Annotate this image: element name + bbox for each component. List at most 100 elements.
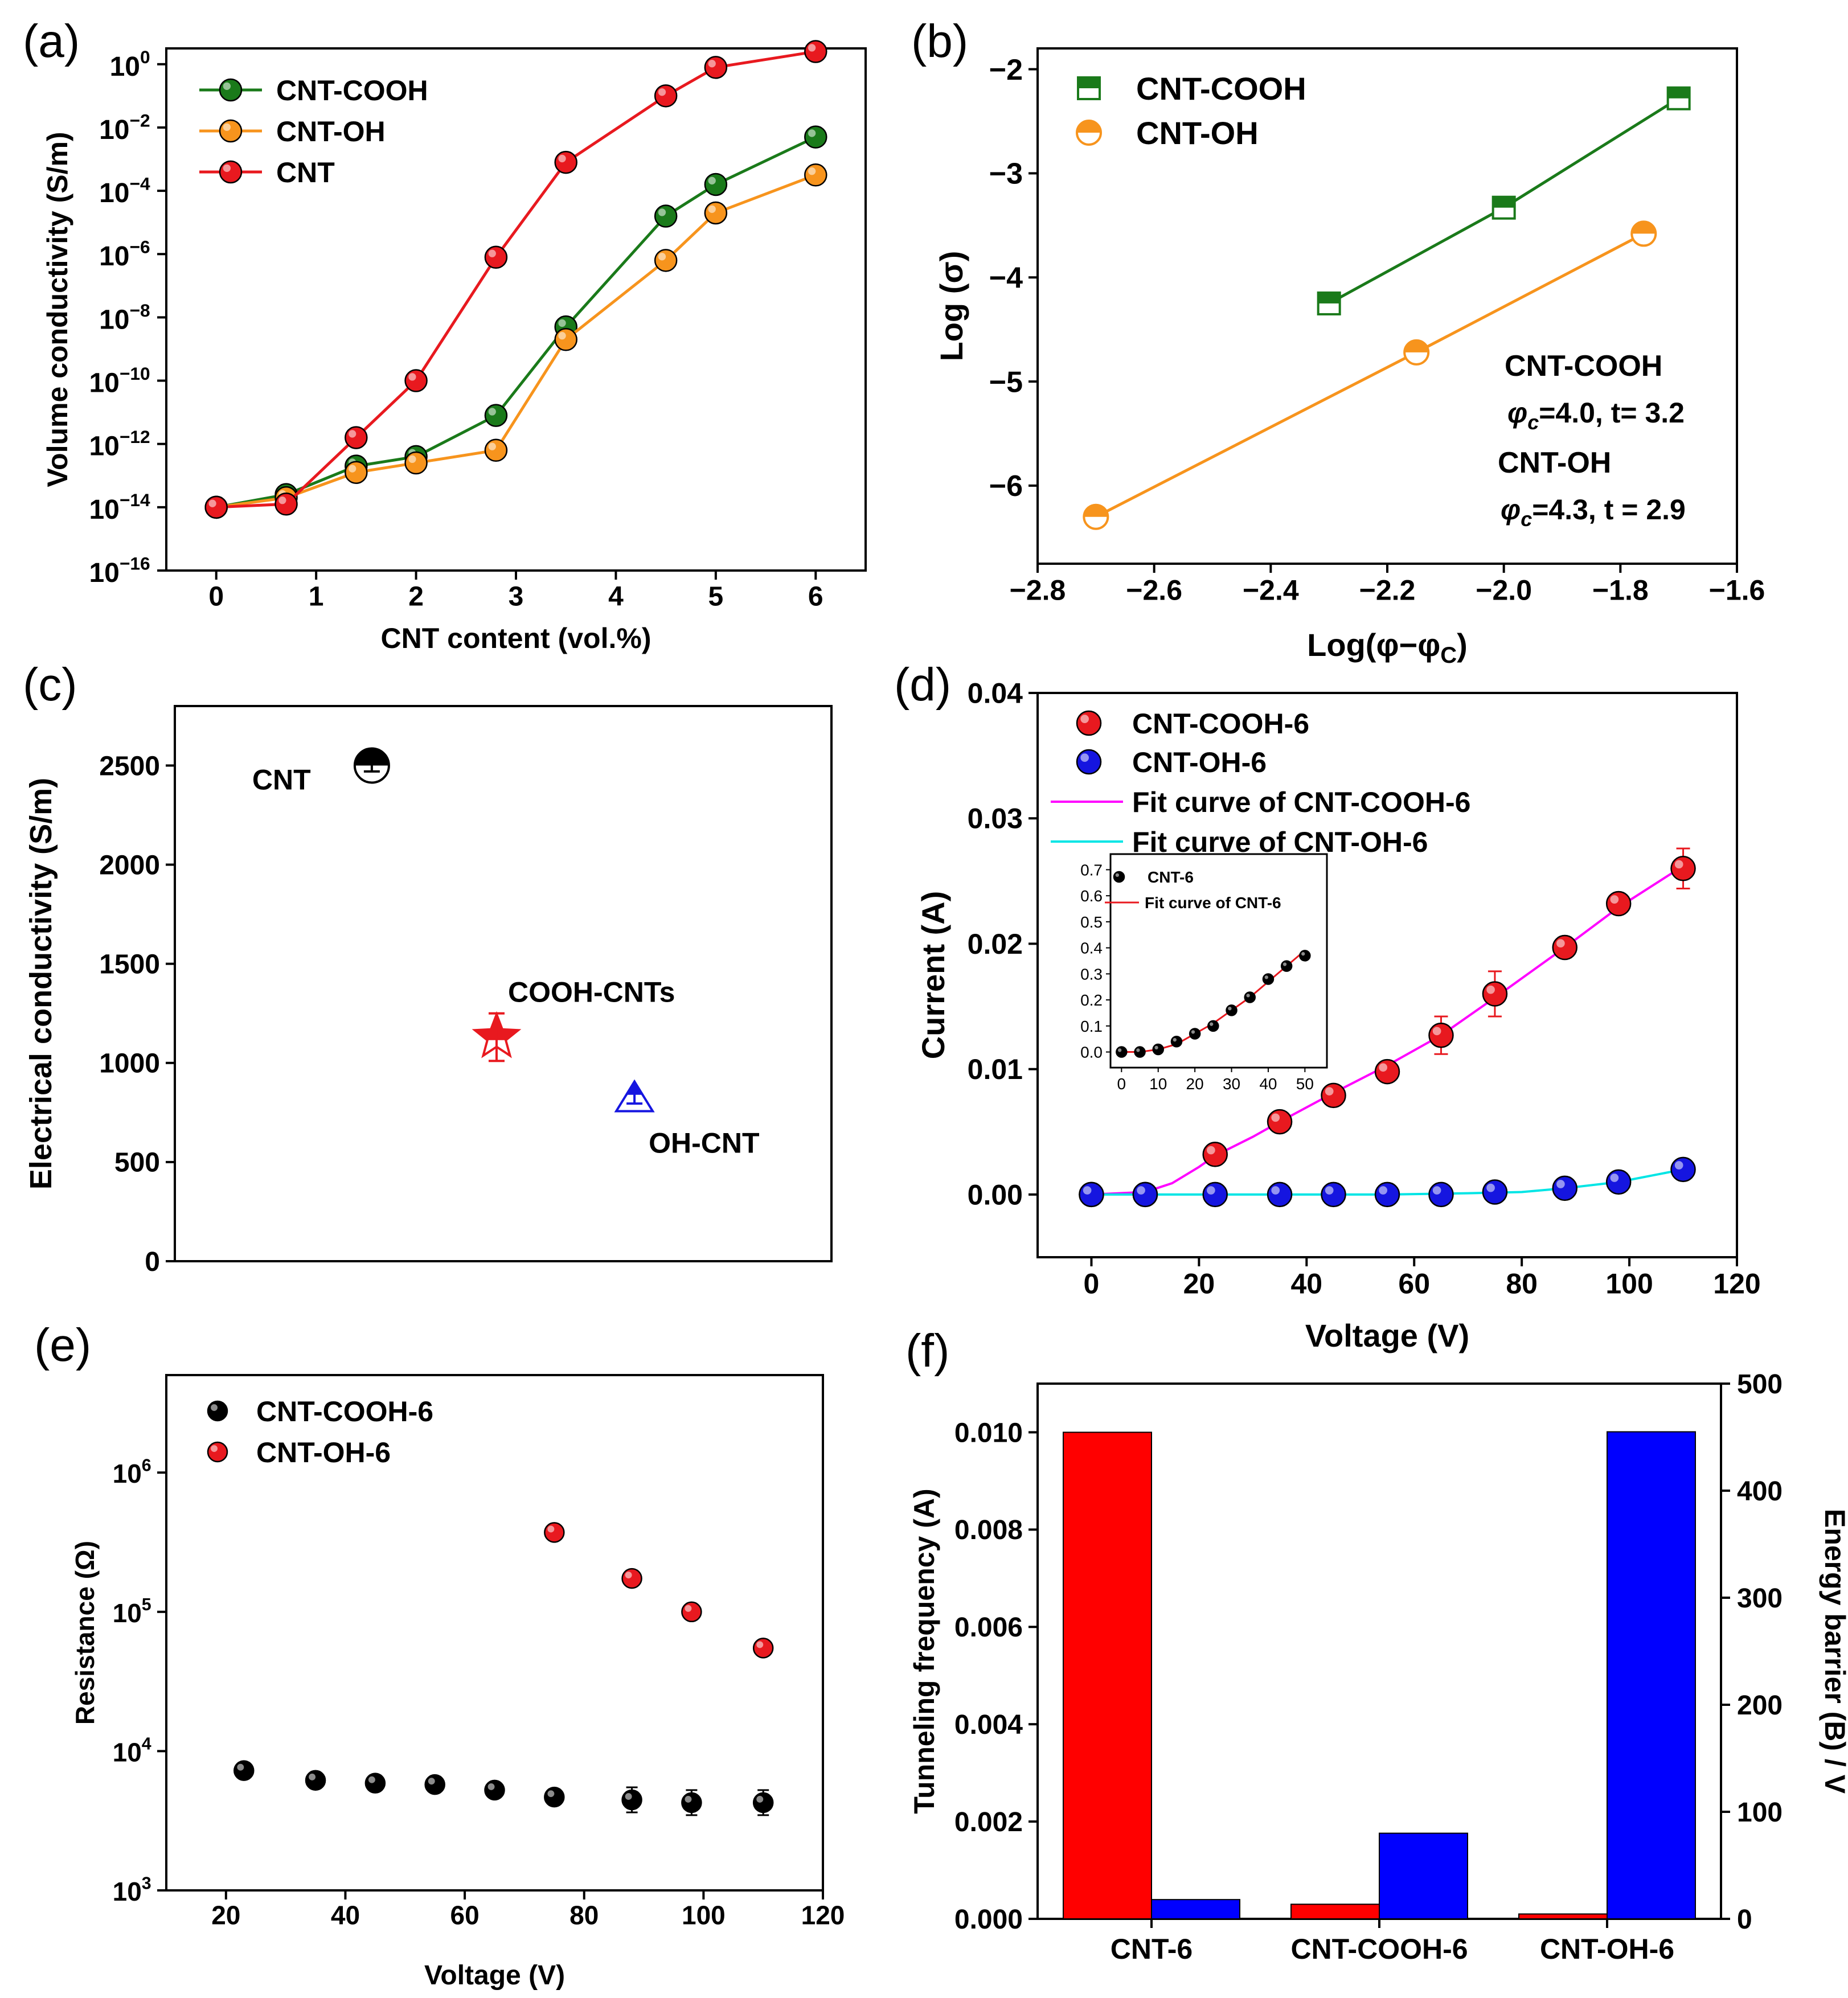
inset-x-tick-label: 50 — [1296, 1075, 1314, 1093]
y-tick-label: −4 — [989, 261, 1023, 294]
x-tick-label: 120 — [1713, 1268, 1760, 1300]
bar-Tunneling frequency (A) — [1063, 1431, 1152, 1920]
inset-data-point — [1280, 960, 1293, 972]
panel-a: 0 1 2 3 4 5 6 10−16 10−14 10−12 10−10 10−8 10−6 10−4 1… — [42, 40, 867, 654]
data-point-CNT-COOH-6-highlight — [1379, 1063, 1387, 1072]
data-point-CNT-OH-6 — [681, 1601, 702, 1623]
inset-x-tick-label: 10 — [1149, 1075, 1167, 1093]
data-point-CNT-COOH-6-highlight — [1674, 860, 1683, 869]
data-point-CNT-OH-6 — [1202, 1181, 1228, 1208]
data-point-CNT — [204, 495, 228, 519]
inset-frame — [1109, 853, 1328, 1069]
data-point-CNT-COOH — [484, 404, 508, 427]
x-tick-label: 3 — [509, 582, 524, 612]
legend-label: CNT-OH-6 — [256, 1437, 391, 1468]
inset-legend-marker-highlight — [1115, 873, 1119, 877]
x-tick-label: 100 — [1605, 1268, 1653, 1300]
y2-tick-label: 300 — [1737, 1583, 1783, 1614]
y-axis-label: Resistance (Ω) — [70, 1541, 100, 1725]
bar-Tunneling frequency (A) — [1518, 1913, 1608, 1920]
inset-x-tick-label: 0 — [1117, 1075, 1126, 1093]
x-tick-label: 5 — [708, 582, 724, 612]
x-tick-label: 4 — [608, 582, 624, 612]
data-point-fill — [1632, 221, 1656, 234]
y-tick-label: 10−6 — [99, 237, 150, 272]
data-point-fill — [1667, 87, 1690, 99]
data-point-CNT-COOH-6-highlight — [1610, 895, 1619, 904]
data-point-CNT-COOH — [804, 125, 827, 149]
legend-marker-fill — [1078, 77, 1100, 88]
y-tick-label: 0.01 — [968, 1053, 1023, 1085]
y-tick-label: 2500 — [99, 751, 160, 781]
y-tick-label: 2000 — [99, 850, 160, 880]
legend-label: CNT-OH — [1136, 115, 1259, 151]
x-tick-label: −2.2 — [1359, 575, 1416, 606]
inset-data-point-highlight — [1136, 1048, 1140, 1052]
y-tick-label: 104 — [113, 1735, 151, 1767]
panel-e: 20 40 60 80 100 120 103 104 105 106 Voltage (V) Res… — [70, 1374, 845, 1991]
y-tick-label: 10−16 — [89, 553, 150, 588]
data-point-CNT-highlight — [208, 499, 216, 507]
y2-tick-label: 100 — [1737, 1798, 1783, 1828]
legend-marker-CNT-OH-highlight — [223, 123, 231, 132]
category-label: CNT-6 — [1111, 1933, 1193, 1965]
data-point-CNT-COOH-6 — [1670, 856, 1696, 881]
data-point-CNT-OH-6 — [1321, 1181, 1346, 1208]
inset-data-point — [1207, 1020, 1219, 1032]
data-point-CNT-OH — [554, 328, 577, 351]
y-tick-label: 0.004 — [954, 1710, 1023, 1740]
inset-data-point-highlight — [1173, 1037, 1177, 1042]
data-point-CNT-COOH-highlight — [708, 177, 716, 184]
x-tick-label: −2.8 — [1010, 575, 1066, 606]
data-point-CNT-OH-6-highlight — [1137, 1186, 1145, 1195]
inset-data-point — [1189, 1028, 1201, 1040]
data-point-CNT-OH-6-highlight — [625, 1572, 632, 1579]
x-tick-label: −1.6 — [1709, 575, 1765, 606]
data-point-CNT-COOH-6 — [1428, 1022, 1454, 1048]
panel-b: −2.8 −2.6 −2.4 −2.2 −2.0 −1.8 −1.6 −6 −5 −4 −3 −2 Lo… — [933, 47, 1765, 668]
legend-label: CNT-COOH-6 — [1132, 708, 1309, 740]
data-point-CNT — [345, 426, 368, 449]
data-point-CNT-COOH-6-highlight — [487, 1783, 495, 1790]
data-point-CNT-OH-6-highlight — [1083, 1186, 1092, 1195]
data-point-CNT-COOH-6 — [1605, 891, 1632, 917]
legend-marker-CNT-COOH-highlight — [223, 82, 231, 91]
data-point-CNT-COOH-6 — [1202, 1142, 1228, 1167]
inset-y-tick-label: 0.1 — [1080, 1018, 1103, 1035]
panel-letter-3: (d) — [894, 659, 951, 711]
data-point-CNT-OH-6-highlight — [1271, 1186, 1280, 1195]
data-point-fill — [1493, 196, 1515, 208]
y-tick-label: −5 — [989, 366, 1023, 399]
inset-y-tick-label: 0.4 — [1080, 939, 1103, 957]
point-label: CNT — [252, 764, 311, 795]
legend-marker-CNT-OH-6-highlight — [211, 1445, 218, 1452]
data-point-CNT-OH — [654, 249, 678, 272]
inset-data-point — [1170, 1036, 1183, 1048]
y-tick-label: 100 — [110, 47, 150, 82]
x-tick-label: 40 — [1290, 1268, 1322, 1300]
bar-Energy barrier (B) / V — [1151, 1899, 1240, 1919]
y-axis-label: Tunneling frequency (A) — [908, 1488, 940, 1814]
y-tick-label: 0 — [145, 1247, 160, 1277]
x-tick-label: 60 — [1398, 1268, 1430, 1300]
data-point-CNT-OH-6-highlight — [1674, 1161, 1683, 1170]
inset-data-point-highlight — [1191, 1030, 1195, 1034]
data-point-CNT-OH-highlight — [708, 205, 716, 213]
data-point-CNT-OH-6-highlight — [1432, 1186, 1441, 1195]
panel-letter-0: (a) — [23, 15, 80, 67]
data-point-CNT-OH-6 — [752, 1638, 774, 1659]
data-point-CNT-OH — [484, 438, 508, 462]
y-axis-label: Electrical conductivity (S/m) — [24, 778, 58, 1189]
x-tick-label: −2.0 — [1476, 575, 1532, 606]
inset-data-point — [1152, 1043, 1164, 1056]
inset-legend-label: CNT-6 — [1148, 868, 1194, 886]
x-tick-label: 0 — [1084, 1268, 1100, 1300]
x-tick-label: −1.8 — [1592, 575, 1649, 606]
data-point-fill — [1318, 292, 1340, 303]
x-tick-label: 20 — [1183, 1268, 1215, 1300]
legend-marker-CNT-highlight — [223, 164, 231, 172]
data-point-CNT-COOH-6 — [1482, 981, 1508, 1007]
data-point-CNT-OH-6 — [1482, 1179, 1508, 1205]
data-point-CNT-COOH-6-highlight — [625, 1793, 632, 1800]
data-point-CNT-OH-6 — [1267, 1181, 1293, 1208]
